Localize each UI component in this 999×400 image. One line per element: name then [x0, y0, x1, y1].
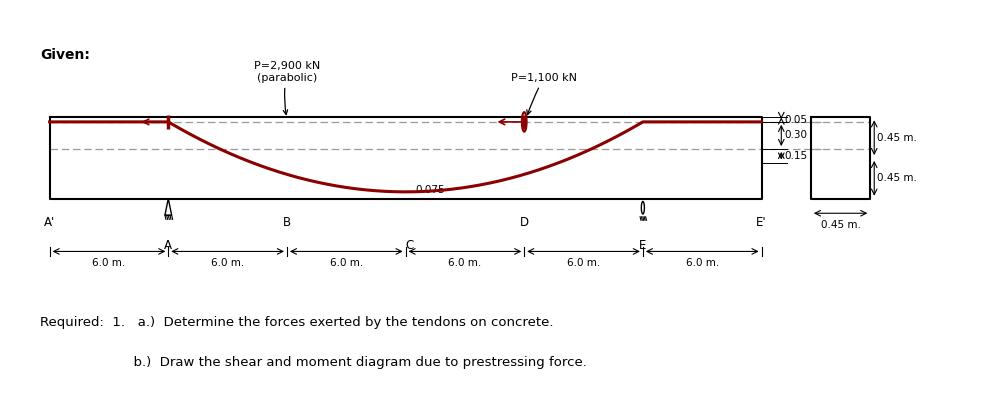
Text: 0.05: 0.05 — [784, 115, 807, 125]
Text: 0.075: 0.075 — [416, 185, 446, 195]
Text: E': E' — [756, 216, 767, 230]
Text: P=1,100 kN: P=1,100 kN — [511, 73, 577, 115]
Text: 6.0 m.: 6.0 m. — [211, 258, 244, 268]
Text: 6.0 m.: 6.0 m. — [330, 258, 363, 268]
Text: 0.45 m.: 0.45 m. — [877, 173, 917, 183]
Text: 6.0 m.: 6.0 m. — [685, 258, 719, 268]
Text: 0.45 m.: 0.45 m. — [820, 220, 860, 230]
Text: P=2,900 kN
(parabolic): P=2,900 kN (parabolic) — [254, 61, 320, 114]
Text: E: E — [639, 239, 646, 252]
Text: D: D — [519, 216, 528, 230]
Text: 6.0 m.: 6.0 m. — [92, 258, 126, 268]
Text: 6.0 m.: 6.0 m. — [566, 258, 600, 268]
Text: B: B — [283, 216, 291, 230]
Text: Required:  1.   a.)  Determine the forces exerted by the tendons on concrete.: Required: 1. a.) Determine the forces ex… — [40, 316, 553, 329]
Text: 0.30: 0.30 — [784, 130, 807, 140]
Text: 0.45 m.: 0.45 m. — [877, 133, 917, 143]
Text: b.)  Draw the shear and moment diagram due to prestressing force.: b.) Draw the shear and moment diagram du… — [40, 356, 586, 369]
Text: A: A — [164, 239, 172, 252]
Text: C: C — [406, 239, 414, 252]
Text: Given:: Given: — [40, 48, 90, 62]
Text: A': A' — [44, 216, 55, 230]
Text: 6.0 m.: 6.0 m. — [449, 258, 482, 268]
Text: 0.15: 0.15 — [784, 151, 807, 161]
